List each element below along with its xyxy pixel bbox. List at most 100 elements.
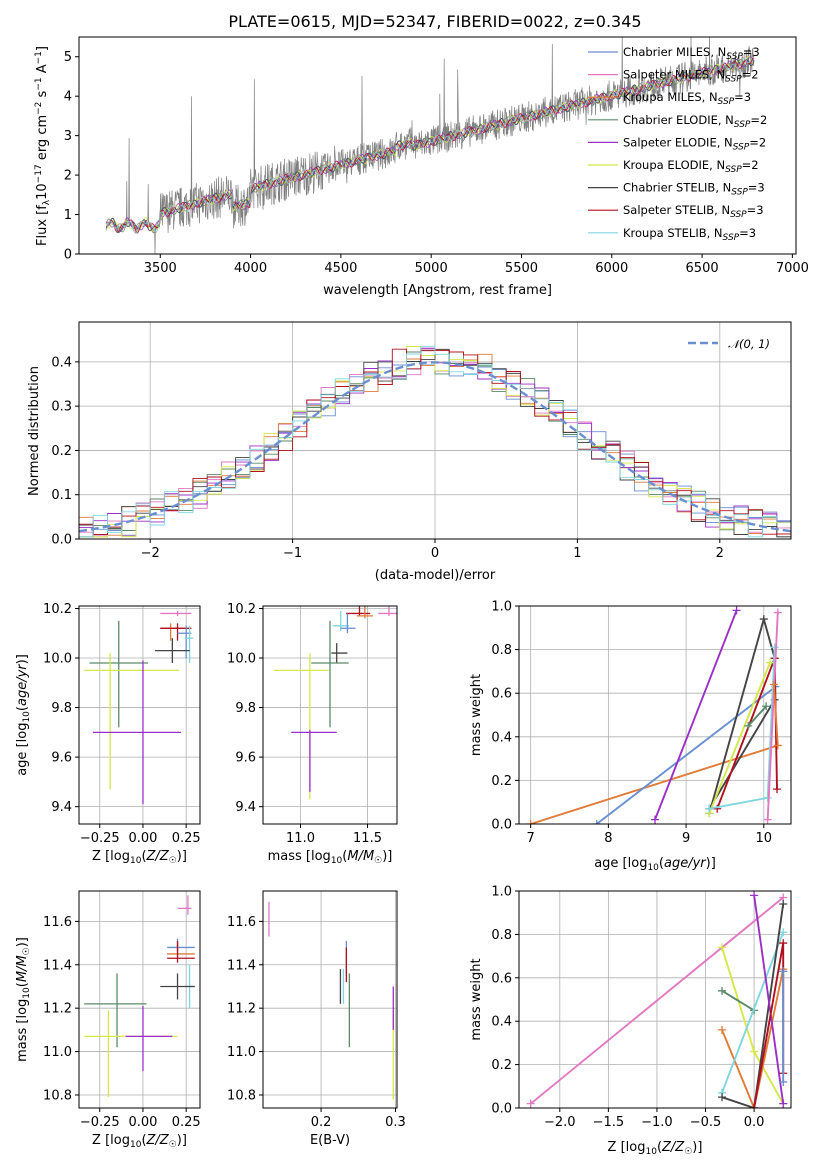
plot-area	[526, 606, 782, 824]
x-tick-label: 11.0	[286, 831, 315, 846]
y-tick-label: 1	[64, 208, 72, 223]
plus-marker	[744, 721, 753, 730]
y-axis-label: Normed distribution	[27, 366, 42, 496]
spectrum-data-trace	[105, 37, 755, 254]
weight-series	[779, 967, 788, 1086]
page-title: PLATE=0615, MJD=52347, FIBERID=0022, z=0…	[228, 12, 642, 31]
chart-residuals: −2 −1 0 1 2 0.0 0.1 0.2 0.3 0.4 (data-model)/error…	[27, 321, 792, 583]
y-axis-label: mass weight	[469, 674, 484, 756]
chart-age-weight: 7 8 9 10 0.0 0.2 0.4 0.6 0.8 1.0 age [log10(age/yr…	[469, 600, 792, 873]
plus-marker	[718, 943, 727, 952]
x-tick-label: 2	[716, 546, 724, 561]
axes-frame	[262, 890, 398, 1109]
x-tick-label: −0.5	[690, 1115, 722, 1130]
plus-marker	[779, 1099, 788, 1108]
x-tick-label: −1.0	[641, 1115, 673, 1130]
legend-entry: Chabrier STELIB, NSSP=3	[588, 181, 765, 198]
x-axis-label: (data-model)/error	[375, 568, 496, 583]
plot-area	[84, 895, 195, 1098]
weight-series	[718, 943, 788, 1108]
y-tick-label: 10.8	[227, 1088, 256, 1103]
data-point	[160, 973, 195, 1000]
y-tick-label: 0.3	[51, 400, 72, 415]
plus-marker	[770, 643, 779, 652]
legend-label: Salpeter MILES, NSSP=2	[623, 68, 759, 85]
plus-marker	[592, 820, 601, 824]
x-axis-label: Z [log10(Z/Z☉)]	[608, 1140, 703, 1157]
legend-label: 𝒩(0, 1)	[728, 337, 770, 351]
plus-marker	[766, 658, 775, 667]
y-tick-label: 0.6	[491, 687, 512, 702]
y-axis-label: Flux [fλ10−17 erg cm−2 s−1 A−1]	[34, 46, 52, 246]
chart-EBV-mass: 0.2 0.3 10.8 11.0 11.2 11.4 11.6 E(B-V)	[227, 890, 406, 1148]
x-axis-label: Z [log10(Z/Z☉)]	[92, 849, 187, 866]
x-tick-label: 4000	[234, 261, 267, 276]
x-tick-label: 9	[682, 831, 690, 846]
weight-series	[526, 741, 782, 824]
data-point	[84, 973, 147, 1048]
y-tick-label: 11.4	[43, 958, 72, 973]
axes-frame	[518, 890, 792, 1109]
plot-area	[526, 891, 788, 1108]
legend-label: Kroupa MILES, NSSP=3	[623, 90, 751, 107]
x-tick-label: −2	[141, 546, 160, 561]
x-tick-label: 10	[756, 831, 773, 846]
weight-line	[708, 662, 771, 814]
x-tick-label: 0.2	[311, 1115, 332, 1130]
weight-series	[744, 702, 771, 730]
weight-series	[526, 893, 788, 1108]
x-tick-label: 1	[573, 546, 581, 561]
data-point	[340, 613, 356, 634]
plus-marker	[763, 815, 772, 824]
y-tick-label: 0.4	[51, 355, 72, 370]
y-axis-label: mass weight	[469, 958, 484, 1040]
plus-marker	[651, 815, 659, 824]
weight-series	[705, 643, 779, 813]
x-tick-label: 0.0	[744, 1115, 765, 1130]
plus-marker	[718, 1025, 727, 1034]
y-tick-label: 0.4	[491, 1015, 512, 1030]
x-tick-label: 5500	[505, 261, 538, 276]
x-tick-label: −1.5	[593, 1115, 625, 1130]
data-point	[167, 940, 195, 963]
y-tick-label: 3	[64, 129, 72, 144]
legend-label: Chabrier STELIB, NSSP=3	[623, 181, 765, 198]
plus-marker	[526, 1099, 535, 1108]
x-tick-label: 11.5	[353, 831, 382, 846]
x-tick-label: 4500	[324, 261, 357, 276]
y-tick-label: 0.8	[491, 928, 512, 943]
plus-marker	[713, 804, 722, 813]
histogram-step	[79, 345, 791, 538]
y-tick-label: 0.0	[491, 1102, 512, 1117]
model-trace	[105, 56, 755, 232]
weight-line	[721, 931, 785, 1094]
weight-line	[721, 903, 785, 1108]
y-tick-label: 10.2	[43, 602, 72, 617]
model-trace	[105, 56, 755, 234]
plus-marker	[750, 1104, 759, 1108]
plot-area	[84, 610, 194, 805]
legend-label: Chabrier MILES, NSSP=3	[623, 45, 760, 62]
y-tick-label: 10.2	[227, 602, 256, 617]
y-tick-label: 0.2	[491, 774, 512, 789]
y-tick-label: 5	[64, 50, 72, 65]
y-tick-label: 11.0	[43, 1045, 72, 1060]
y-tick-label: 11.4	[227, 958, 256, 973]
plus-marker	[705, 804, 714, 813]
legend: 𝒩(0, 1)	[688, 337, 770, 351]
weight-line	[772, 684, 779, 746]
data-point	[84, 1010, 178, 1098]
y-tick-label: 11.2	[43, 1002, 72, 1017]
weight-line	[766, 612, 779, 820]
x-tick-label: 3500	[144, 261, 177, 276]
data-point	[346, 606, 371, 616]
y-axis-label: age [log10(age/yr)]	[15, 654, 32, 776]
y-tick-label: 2	[64, 169, 72, 184]
chart-mass-age: 11.0 11.5 9.4 9.6 9.8 10.0 10.2 mass [log10(M/M…	[227, 602, 398, 866]
weight-line	[721, 968, 785, 1108]
y-tick-label: 0.6	[491, 971, 512, 986]
y-tick-label: 11.2	[227, 1002, 256, 1017]
plus-marker	[759, 615, 768, 624]
y-tick-label: 9.8	[235, 701, 256, 716]
y-tick-label: 9.6	[51, 751, 72, 766]
